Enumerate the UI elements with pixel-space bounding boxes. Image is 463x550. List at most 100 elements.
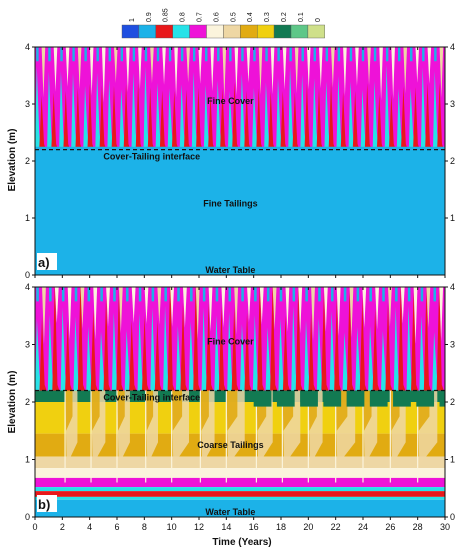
cover-flame-cyan — [278, 318, 285, 391]
cover-flame-cyan — [111, 312, 119, 391]
y-tick-label-0: 0 — [25, 512, 30, 522]
cover-wet-top — [410, 47, 413, 62]
cover-streak-dry — [367, 47, 371, 86]
cover-streak-dry — [93, 287, 98, 340]
cover-flame-cyan — [329, 311, 337, 391]
cover-flame-cyan — [408, 88, 415, 150]
dry-pocket — [416, 390, 435, 407]
cover-wet-top — [305, 287, 308, 302]
cover-flame-red — [340, 91, 348, 150]
cover-streak-dry — [210, 47, 215, 92]
cover-wet-top — [164, 287, 167, 302]
annotation-water-table: Water Table — [205, 507, 255, 517]
cover-wet-top — [361, 47, 365, 62]
legend-label-8: 0.3 — [264, 12, 271, 22]
x-tick-label-6: 12 — [194, 522, 204, 532]
cover-wet-top — [325, 47, 329, 62]
cover-flame-cyan — [432, 331, 439, 391]
cover-streak-dry — [77, 47, 82, 90]
y-tick-label-1: 1 — [25, 455, 30, 465]
cover-wet-top — [205, 47, 208, 62]
cover-flame-red — [328, 82, 336, 150]
cover-streak-dry — [311, 287, 315, 341]
legend-label-11: 0 — [315, 18, 322, 22]
cover-streak-dry — [170, 287, 175, 327]
cover-flame-red — [77, 287, 85, 391]
cover-wet-top — [228, 287, 232, 302]
cover-flame-red — [208, 94, 215, 150]
cover-streak-dry — [234, 287, 239, 335]
cover-streak-dry — [126, 47, 130, 93]
cover-flame-red — [220, 88, 227, 150]
cover-flame-cyan — [396, 88, 403, 150]
cover-flame-cyan — [227, 91, 234, 150]
cover-streak-dry — [349, 287, 354, 338]
y-right-tick-label-0: 0 — [450, 512, 455, 522]
cover-flame-cyan — [324, 81, 331, 150]
cover-flame-red — [256, 88, 263, 150]
y-right-tick-label-2: 3 — [450, 99, 455, 109]
cover-flame-red — [352, 90, 360, 150]
annotation-tailings: Fine Tailings — [203, 199, 257, 209]
cover-wet-top — [356, 287, 360, 302]
cover-streak-dry — [413, 287, 418, 344]
cover-streak-dry — [294, 47, 299, 94]
annotation-tailings: Coarse Tailings — [197, 440, 263, 450]
panel-label: b) — [38, 497, 50, 512]
cover-flame-red — [99, 85, 107, 150]
x-tick-label-4: 8 — [142, 522, 147, 532]
cover-streak-dry — [198, 47, 203, 84]
dry-pocket — [439, 390, 445, 407]
cover-streak-dry — [391, 47, 395, 99]
cover-streak-dry — [208, 287, 213, 332]
cover-wet-top — [349, 47, 353, 62]
legend-swatch-7 — [240, 24, 258, 39]
cover-flame-cyan — [124, 329, 132, 391]
x-tick-label-7: 14 — [221, 522, 231, 532]
cover-flame-red — [304, 83, 312, 150]
x-tick-label-14: 28 — [413, 522, 423, 532]
cover-streak-dry — [259, 287, 264, 325]
cover-streak-dry — [131, 287, 136, 324]
cover-flame-cyan — [47, 71, 54, 150]
dry-pocket — [369, 390, 388, 407]
tailing-front-3 — [145, 390, 154, 431]
cover-flame-cyan — [150, 307, 157, 391]
tailing-band-9 — [35, 499, 445, 517]
cover-flame-cyan — [60, 307, 68, 391]
cover-flame-red — [39, 95, 46, 150]
cover-base-band — [35, 146, 445, 150]
x-tick-label-3: 6 — [114, 522, 119, 532]
cover-flame-red — [135, 82, 143, 150]
cover-wet-top — [108, 47, 111, 62]
panel-a-y-axis-label: Elevation (m) — [7, 129, 18, 192]
cover-flame-red — [346, 287, 355, 391]
cover-wet-top — [289, 47, 292, 62]
cover-flame-cyan — [252, 87, 259, 150]
x-tick-label-8: 16 — [249, 522, 259, 532]
cover-flame-red — [218, 305, 226, 391]
panel-b-y-axis-label: Elevation (m) — [7, 371, 18, 434]
cover-flame-cyan — [137, 313, 144, 391]
cover-streak-dry — [375, 287, 380, 330]
y-tick-label-4: 4 — [25, 282, 30, 292]
cover-streak-dry — [174, 47, 178, 98]
cover-flame-cyan — [179, 84, 186, 150]
cover-flame-red — [244, 90, 251, 150]
cover-flame-red — [195, 87, 203, 150]
cover-flame-red — [141, 315, 150, 391]
legend-swatch-1 — [138, 24, 156, 39]
cover-flame-red — [257, 287, 265, 391]
cover-wet-top — [385, 47, 389, 62]
annotation-cover: Fine Cover — [207, 337, 254, 347]
legend-swatch-5 — [206, 24, 224, 39]
cover-flame-cyan — [291, 305, 298, 391]
cover-streak-dry — [138, 47, 142, 90]
cover-flame-cyan — [191, 71, 198, 150]
cover-flame-red — [413, 87, 420, 150]
cover-wet-top — [74, 287, 78, 302]
cover-flame-cyan — [432, 70, 439, 150]
cover-flame-cyan — [420, 67, 427, 150]
cover-flame-red — [423, 287, 431, 391]
